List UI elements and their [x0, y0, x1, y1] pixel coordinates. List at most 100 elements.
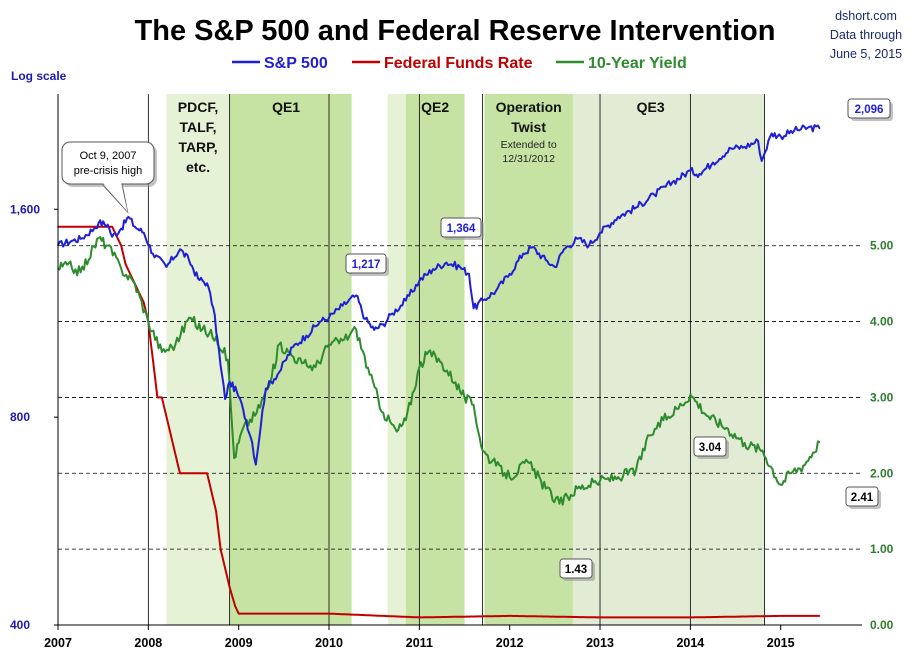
data-point [472, 404, 475, 406]
band-label-1: QE1 [272, 99, 300, 115]
right-tick-label: 0.00 [870, 618, 894, 632]
data-point [179, 248, 181, 251]
data-point [793, 129, 796, 132]
data-point [192, 472, 195, 475]
data-point [382, 323, 385, 326]
data-point [133, 225, 136, 228]
data-point [779, 615, 782, 617]
data-point [120, 227, 123, 230]
data-point [106, 223, 109, 226]
data-point [305, 334, 308, 337]
data-point [201, 328, 204, 330]
data-point [818, 127, 821, 130]
data-point [364, 318, 366, 320]
right-tick-label: 5.00 [870, 239, 894, 253]
series-line-s-p-500 [57, 124, 821, 466]
data-point [227, 358, 229, 361]
data-point [188, 259, 190, 262]
data-point [761, 449, 764, 452]
data-point [97, 221, 100, 224]
data-point [233, 457, 235, 459]
data-point [382, 411, 385, 414]
data-point [554, 266, 556, 268]
left-axis-label: Log scale [11, 69, 67, 83]
data-point [495, 464, 497, 467]
legend-label-1: Federal Funds Rate [384, 55, 533, 72]
data-point [522, 252, 525, 255]
data-point [165, 415, 168, 418]
band-1 [229, 94, 352, 625]
band-2 [387, 94, 406, 625]
data-point [531, 246, 534, 248]
data-point [432, 268, 434, 271]
left-tick-label: 800 [10, 410, 30, 424]
data-point [161, 396, 163, 399]
data-point [292, 346, 294, 349]
x-tick-label: 2008 [134, 636, 162, 650]
band-4 [484, 94, 573, 625]
right-tick-label: 2.00 [870, 466, 894, 480]
band-label-0: PDCF, TALF, TARP, etc. [178, 99, 218, 175]
source-date: June 5, 2015 [830, 47, 902, 61]
data-point [495, 289, 497, 292]
data-point [111, 235, 114, 238]
data-point [143, 231, 145, 234]
data-point [712, 161, 714, 164]
legend-label-0: S&P 500 [264, 55, 328, 72]
data-point [818, 441, 821, 443]
axes: 0.00 1.00 2.00 3.00 4.00 5.00 400 800 1,600 2007 2… [10, 94, 894, 650]
data-point [418, 616, 421, 619]
band-label-5: QE3 [637, 99, 665, 115]
data-point [779, 135, 782, 138]
data-point [161, 351, 163, 353]
data-point [404, 419, 407, 421]
data-point [156, 396, 159, 399]
data-point [66, 263, 68, 266]
data-point [526, 461, 529, 463]
data-point [215, 510, 217, 513]
data-point [508, 273, 511, 275]
data-point [743, 146, 746, 148]
data-point [368, 373, 371, 376]
data-point [599, 480, 601, 482]
data-point [328, 316, 330, 319]
data-point [165, 266, 168, 268]
annotation-yield-143: 1.43 [559, 558, 595, 581]
data-point [707, 415, 710, 418]
x-tick-label: 2010 [315, 636, 343, 650]
data-point [508, 476, 511, 478]
data-point [228, 586, 231, 588]
data-point [355, 294, 357, 297]
band-label-4: Operation Twist [496, 99, 562, 135]
data-point [770, 132, 773, 135]
data-point [341, 304, 344, 307]
data-point [671, 181, 674, 184]
annotation-yield-241-text: 2.41 [851, 492, 874, 504]
data-point [418, 366, 421, 368]
x-tick-label: 2007 [44, 636, 72, 650]
data-point [188, 316, 190, 319]
data-point [106, 244, 109, 247]
data-point [468, 273, 470, 275]
data-point [224, 567, 226, 569]
band-labels: PDCF, TALF, TARP, etc. QE1 QE2 Operation Twist Q… [178, 99, 665, 175]
data-point [689, 169, 692, 172]
series-line-10-year-yield [57, 236, 820, 506]
legend: S&P 500 Federal Funds Rate 10-Year Yield [232, 55, 687, 72]
right-tick-label: 3.00 [870, 390, 894, 404]
data-point [689, 616, 692, 619]
data-point [143, 301, 145, 304]
data-point [278, 371, 281, 373]
data-point [152, 252, 154, 255]
data-point [617, 476, 619, 478]
data-point [472, 307, 475, 310]
data-point [228, 381, 231, 383]
data-point [224, 398, 226, 400]
data-point [818, 615, 821, 617]
data-point [255, 463, 257, 466]
data-point [653, 193, 656, 196]
data-point [174, 343, 177, 346]
data-point [558, 502, 561, 505]
data-point [170, 434, 172, 437]
band-3 [405, 94, 465, 625]
